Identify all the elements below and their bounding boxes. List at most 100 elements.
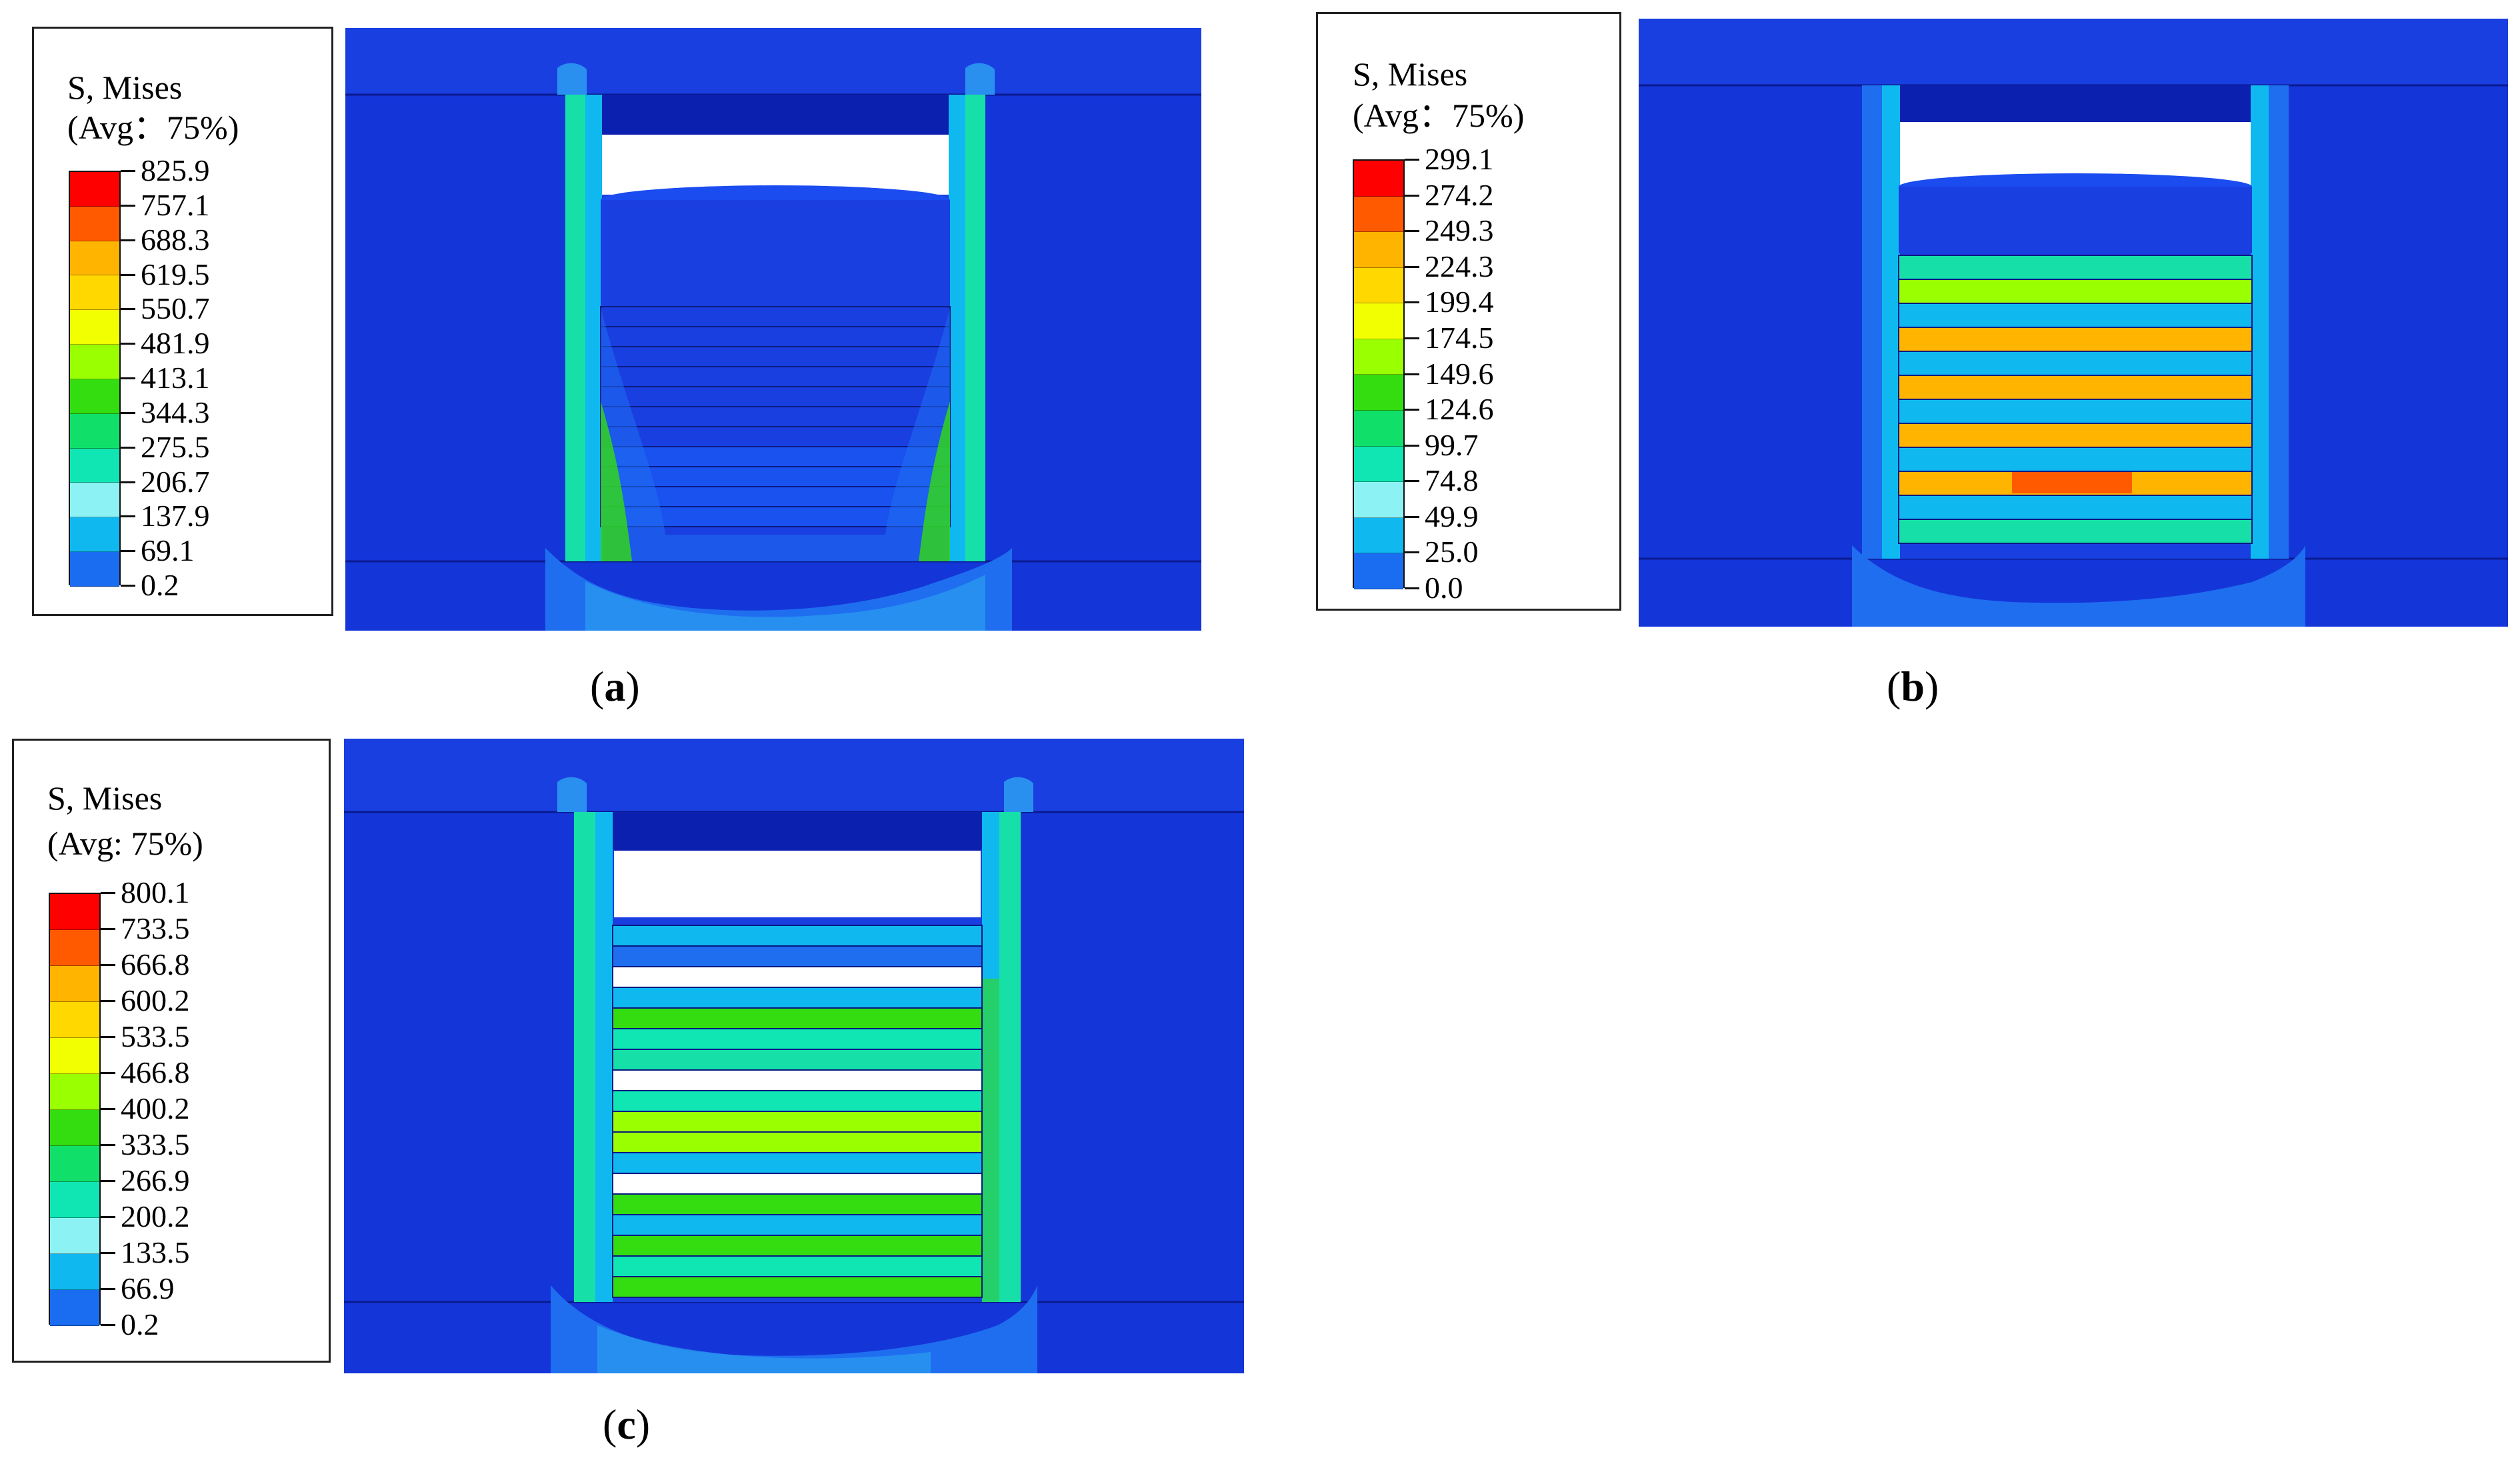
legend-a: S, Mises (Avg：75%) 825.9 757.1 688.3 619.5 5… xyxy=(32,27,333,616)
legend-tick xyxy=(121,377,135,379)
legend-tick xyxy=(101,928,115,930)
caption-a: (a) xyxy=(590,663,640,710)
stress-contour-plot-b xyxy=(1639,19,2508,627)
legend-value: 333.5 xyxy=(121,1127,190,1161)
disk-ring xyxy=(1898,399,2253,424)
legend-color-band xyxy=(70,517,119,553)
legend-color-band xyxy=(70,310,119,345)
legend-value: 275.5 xyxy=(141,429,210,464)
legend-tick xyxy=(1405,515,1419,518)
legend-color-band xyxy=(70,413,119,449)
legend-title-line1: S, Mises xyxy=(67,69,183,106)
legend-color-band xyxy=(50,1110,99,1146)
hotspot xyxy=(2012,472,2132,493)
legend-tick xyxy=(121,446,135,449)
legend-tick xyxy=(1405,301,1419,304)
legend-value: 133.5 xyxy=(121,1235,190,1269)
legend-tick xyxy=(121,411,135,414)
legend-title-line2: (Avg: 75%) xyxy=(47,825,203,862)
disk-ring xyxy=(1898,423,2253,448)
disk-ring xyxy=(600,346,951,367)
legend-color-band xyxy=(1354,196,1403,233)
legend-value: 344.3 xyxy=(141,395,210,429)
legend-value: 274.2 xyxy=(1425,177,1494,212)
disk-ring xyxy=(612,1276,983,1298)
legend-colorbar xyxy=(69,171,121,587)
disk-ring xyxy=(1898,375,2253,400)
disk-ring xyxy=(600,366,951,387)
legend-tick xyxy=(101,1216,115,1218)
disk-ring xyxy=(600,446,951,467)
legend-tick xyxy=(1405,230,1419,233)
legend-tick xyxy=(1405,444,1419,447)
disk-ring xyxy=(612,1028,983,1050)
caption-label-b: b xyxy=(1901,663,1925,710)
legend-value: 69.1 xyxy=(141,533,195,568)
legend-value: 249.3 xyxy=(1425,213,1494,248)
disk-ring xyxy=(1898,351,2253,376)
legend-color-band xyxy=(1354,482,1403,518)
legend-tick xyxy=(101,892,115,894)
legend-tick xyxy=(101,1072,115,1074)
disk-ring xyxy=(600,386,951,407)
legend-tick xyxy=(101,1036,115,1038)
legend-color-band xyxy=(50,966,99,1002)
legend-color-band xyxy=(50,1218,99,1254)
disk-ring xyxy=(612,1193,983,1215)
legend-value: 600.2 xyxy=(121,983,190,1017)
legend-color-band xyxy=(1354,339,1403,375)
legend-value: 733.5 xyxy=(121,911,190,945)
disk-ring xyxy=(612,1131,983,1153)
disk-ring xyxy=(600,326,951,347)
caption-c: (c) xyxy=(603,1401,651,1448)
legend-color-band xyxy=(1354,411,1403,447)
legend-tick xyxy=(121,239,135,241)
legend-value: 224.3 xyxy=(1425,249,1494,283)
legend-tick xyxy=(101,1324,115,1326)
legend-value: 149.6 xyxy=(1425,356,1494,391)
disk-ring xyxy=(612,1049,983,1071)
legend-value: 800.1 xyxy=(121,875,190,909)
legend-value: 49.9 xyxy=(1425,499,1479,533)
legend-value: 0.0 xyxy=(1425,571,1463,605)
legend-color-band xyxy=(1354,161,1403,197)
legend-value: 124.6 xyxy=(1425,392,1494,427)
disk-ring xyxy=(1898,255,2253,280)
legend-value: 481.9 xyxy=(141,326,210,361)
caption-label-a: a xyxy=(604,663,626,710)
legend-tick xyxy=(121,204,135,207)
legend-tick xyxy=(1405,265,1419,268)
disk-ring xyxy=(612,1090,983,1112)
legend-value: 200.2 xyxy=(121,1199,190,1233)
legend-tick xyxy=(121,585,135,587)
legend-tick xyxy=(121,343,135,345)
legend-value: 25.0 xyxy=(1425,535,1479,569)
legend-tick xyxy=(1405,480,1419,483)
legend-color-band xyxy=(50,1074,99,1110)
legend-color-band xyxy=(1354,267,1403,304)
legend-tick xyxy=(1405,194,1419,197)
disk-ring xyxy=(612,966,983,988)
legend-color-band xyxy=(50,1038,99,1074)
legend-value: 533.5 xyxy=(121,1019,190,1053)
disk-ring xyxy=(612,1235,983,1257)
legend-tick xyxy=(101,1288,115,1290)
legend-color-band xyxy=(50,894,99,930)
disk-ring xyxy=(612,1152,983,1174)
legend-value: 413.1 xyxy=(141,361,210,395)
legend-color-band xyxy=(70,275,119,311)
legend-tick xyxy=(1405,551,1419,554)
legend-value: 825.9 xyxy=(141,153,210,187)
disk-ring xyxy=(612,1255,983,1277)
legend-color-band xyxy=(70,483,119,518)
legend-tick xyxy=(101,964,115,966)
disk-ring xyxy=(1898,327,2253,352)
disk-ring xyxy=(1898,495,2253,520)
disk-ring xyxy=(1898,447,2253,472)
disk-ring xyxy=(1898,279,2253,304)
legend-tick xyxy=(1405,337,1419,339)
caption-b: (b) xyxy=(1887,663,1939,710)
legend-color-band xyxy=(50,1182,99,1218)
legend-value: 299.1 xyxy=(1425,142,1494,176)
legend-tick xyxy=(121,515,135,518)
